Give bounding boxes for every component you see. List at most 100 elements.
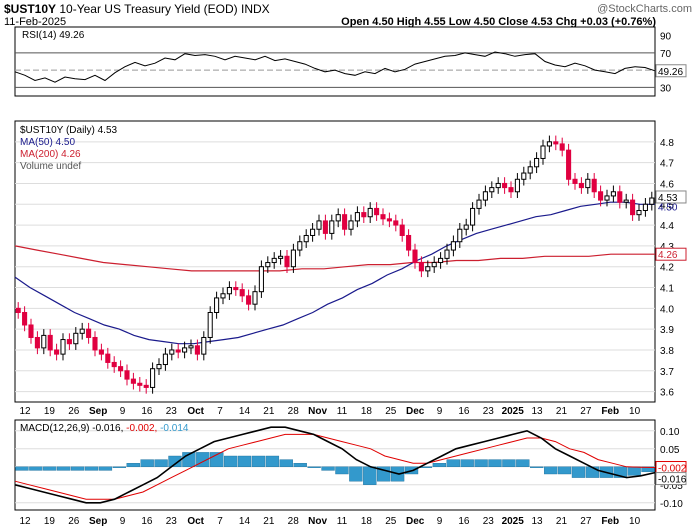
candle-body xyxy=(316,220,322,230)
candle-body xyxy=(508,187,514,193)
macd-histogram-bar xyxy=(363,466,377,485)
candle-body xyxy=(284,255,290,268)
candle-body xyxy=(220,293,226,299)
candle-body xyxy=(335,214,341,222)
macd-x-label: 9 xyxy=(120,516,126,527)
price-x-label: 26 xyxy=(68,406,80,417)
macd-histogram-bar xyxy=(112,466,127,468)
macd-histogram-bar xyxy=(641,466,655,473)
price-legend-ma50: MA(50) 4.50 xyxy=(20,137,75,148)
candle-body xyxy=(412,249,418,264)
price-x-label: 2025 xyxy=(502,406,525,417)
candle-body xyxy=(105,353,111,363)
candle-body xyxy=(194,345,200,355)
macd-x-label: Sep xyxy=(89,516,107,527)
ohlc-stats: Open 4.50 High 4.55 Low 4.50 Close 4.53 … xyxy=(341,16,656,28)
candle-body xyxy=(15,307,21,313)
macd-histogram-bar xyxy=(349,466,363,482)
chart-title: $UST10Y 10-Year US Treasury Yield (EOD) … xyxy=(4,2,270,16)
candle-body xyxy=(566,149,572,180)
exchange: INDX xyxy=(241,2,270,16)
macd-legend-part: -0.016, xyxy=(92,423,126,434)
candle-body xyxy=(130,378,136,384)
price-x-label: 9 xyxy=(437,406,443,417)
candle-body xyxy=(630,199,636,216)
candle-body xyxy=(578,182,584,189)
candle-body xyxy=(636,210,642,216)
price-x-label: 10 xyxy=(629,406,641,417)
price-x-label: Sep xyxy=(89,406,107,417)
candle-body xyxy=(175,349,181,353)
candle-body xyxy=(278,255,284,259)
candle-body xyxy=(399,224,405,236)
macd-tick-label: -0.10 xyxy=(660,499,683,510)
candle-body xyxy=(246,295,252,305)
price-legend-ma200: MA(200) 4.26 xyxy=(20,149,81,160)
price-x-label: 12 xyxy=(19,406,31,417)
price-x-label: Oct xyxy=(187,406,204,417)
macd-x-label: 2025 xyxy=(502,516,525,527)
candle-body xyxy=(41,334,47,349)
candle-body xyxy=(425,266,431,272)
price-x-label: 28 xyxy=(288,406,300,417)
macd-legend: MACD(12,26,9) -0.016, -0.002, -0.014 xyxy=(20,423,189,434)
candle-body xyxy=(476,199,482,209)
candle-body xyxy=(162,353,168,366)
candle-body xyxy=(271,257,277,264)
candle-body xyxy=(348,220,354,230)
macd-x-label: 25 xyxy=(385,516,397,527)
candle-body xyxy=(297,241,303,251)
macd-x-label: Oct xyxy=(187,516,204,527)
candle-body xyxy=(86,328,92,338)
candle-body xyxy=(79,328,85,334)
price-tick-label: 4.1 xyxy=(660,284,674,295)
candle-body xyxy=(342,214,348,230)
candle-body xyxy=(642,203,648,212)
candle-body xyxy=(386,218,392,222)
candle-body xyxy=(610,191,616,197)
macd-histogram-bar xyxy=(543,466,558,475)
macd-x-label: 10 xyxy=(629,516,641,527)
price-x-label: 9 xyxy=(120,406,126,417)
candle-body xyxy=(457,228,463,243)
macd-x-label: 28 xyxy=(288,516,300,527)
macd-histogram-bar xyxy=(265,455,280,468)
candle-body xyxy=(380,214,386,220)
price-legend-volume: Volume undef xyxy=(20,161,81,172)
price-x-label: 23 xyxy=(166,406,178,417)
rsi-panel-frame xyxy=(14,26,656,97)
candle-body xyxy=(92,336,98,351)
macd-x-label: 23 xyxy=(166,516,178,527)
price-tick-label: 4.6 xyxy=(660,179,674,190)
candle-body xyxy=(252,291,258,305)
macd-histogram-bar xyxy=(43,466,57,471)
macd-x-label: 21 xyxy=(556,516,568,527)
candle-body xyxy=(290,249,296,268)
macd-x-label: 26 xyxy=(68,516,80,527)
macd-histogram-bar xyxy=(279,459,293,468)
candle-body xyxy=(598,191,604,201)
candle-body xyxy=(354,212,360,222)
macd-line xyxy=(14,426,656,504)
macd-histogram-bar xyxy=(321,466,335,471)
macd-histogram-bar xyxy=(70,466,85,471)
macd-histogram-bar xyxy=(474,459,488,468)
price-x-label: 18 xyxy=(361,406,373,417)
watermark: @StockCharts.com xyxy=(597,3,692,15)
candle-body xyxy=(374,207,380,216)
macd-histogram-bar xyxy=(585,466,600,478)
price-x-label: Nov xyxy=(308,406,327,417)
rsi-last-value-box xyxy=(655,64,687,78)
macd-histogram-bar xyxy=(432,463,447,468)
rsi-tick-label: 70 xyxy=(660,49,672,60)
candle-body xyxy=(617,191,623,203)
macd-legend-part: -0.002, xyxy=(126,423,160,434)
candle-body xyxy=(572,178,578,184)
candle-body xyxy=(521,172,527,180)
price-tick-label: 3.6 xyxy=(660,388,674,399)
candle-body xyxy=(591,178,597,193)
candle-body xyxy=(482,191,488,201)
price-tick-label: 3.7 xyxy=(660,367,674,378)
candle-body xyxy=(214,297,220,313)
candle-body xyxy=(54,349,60,355)
